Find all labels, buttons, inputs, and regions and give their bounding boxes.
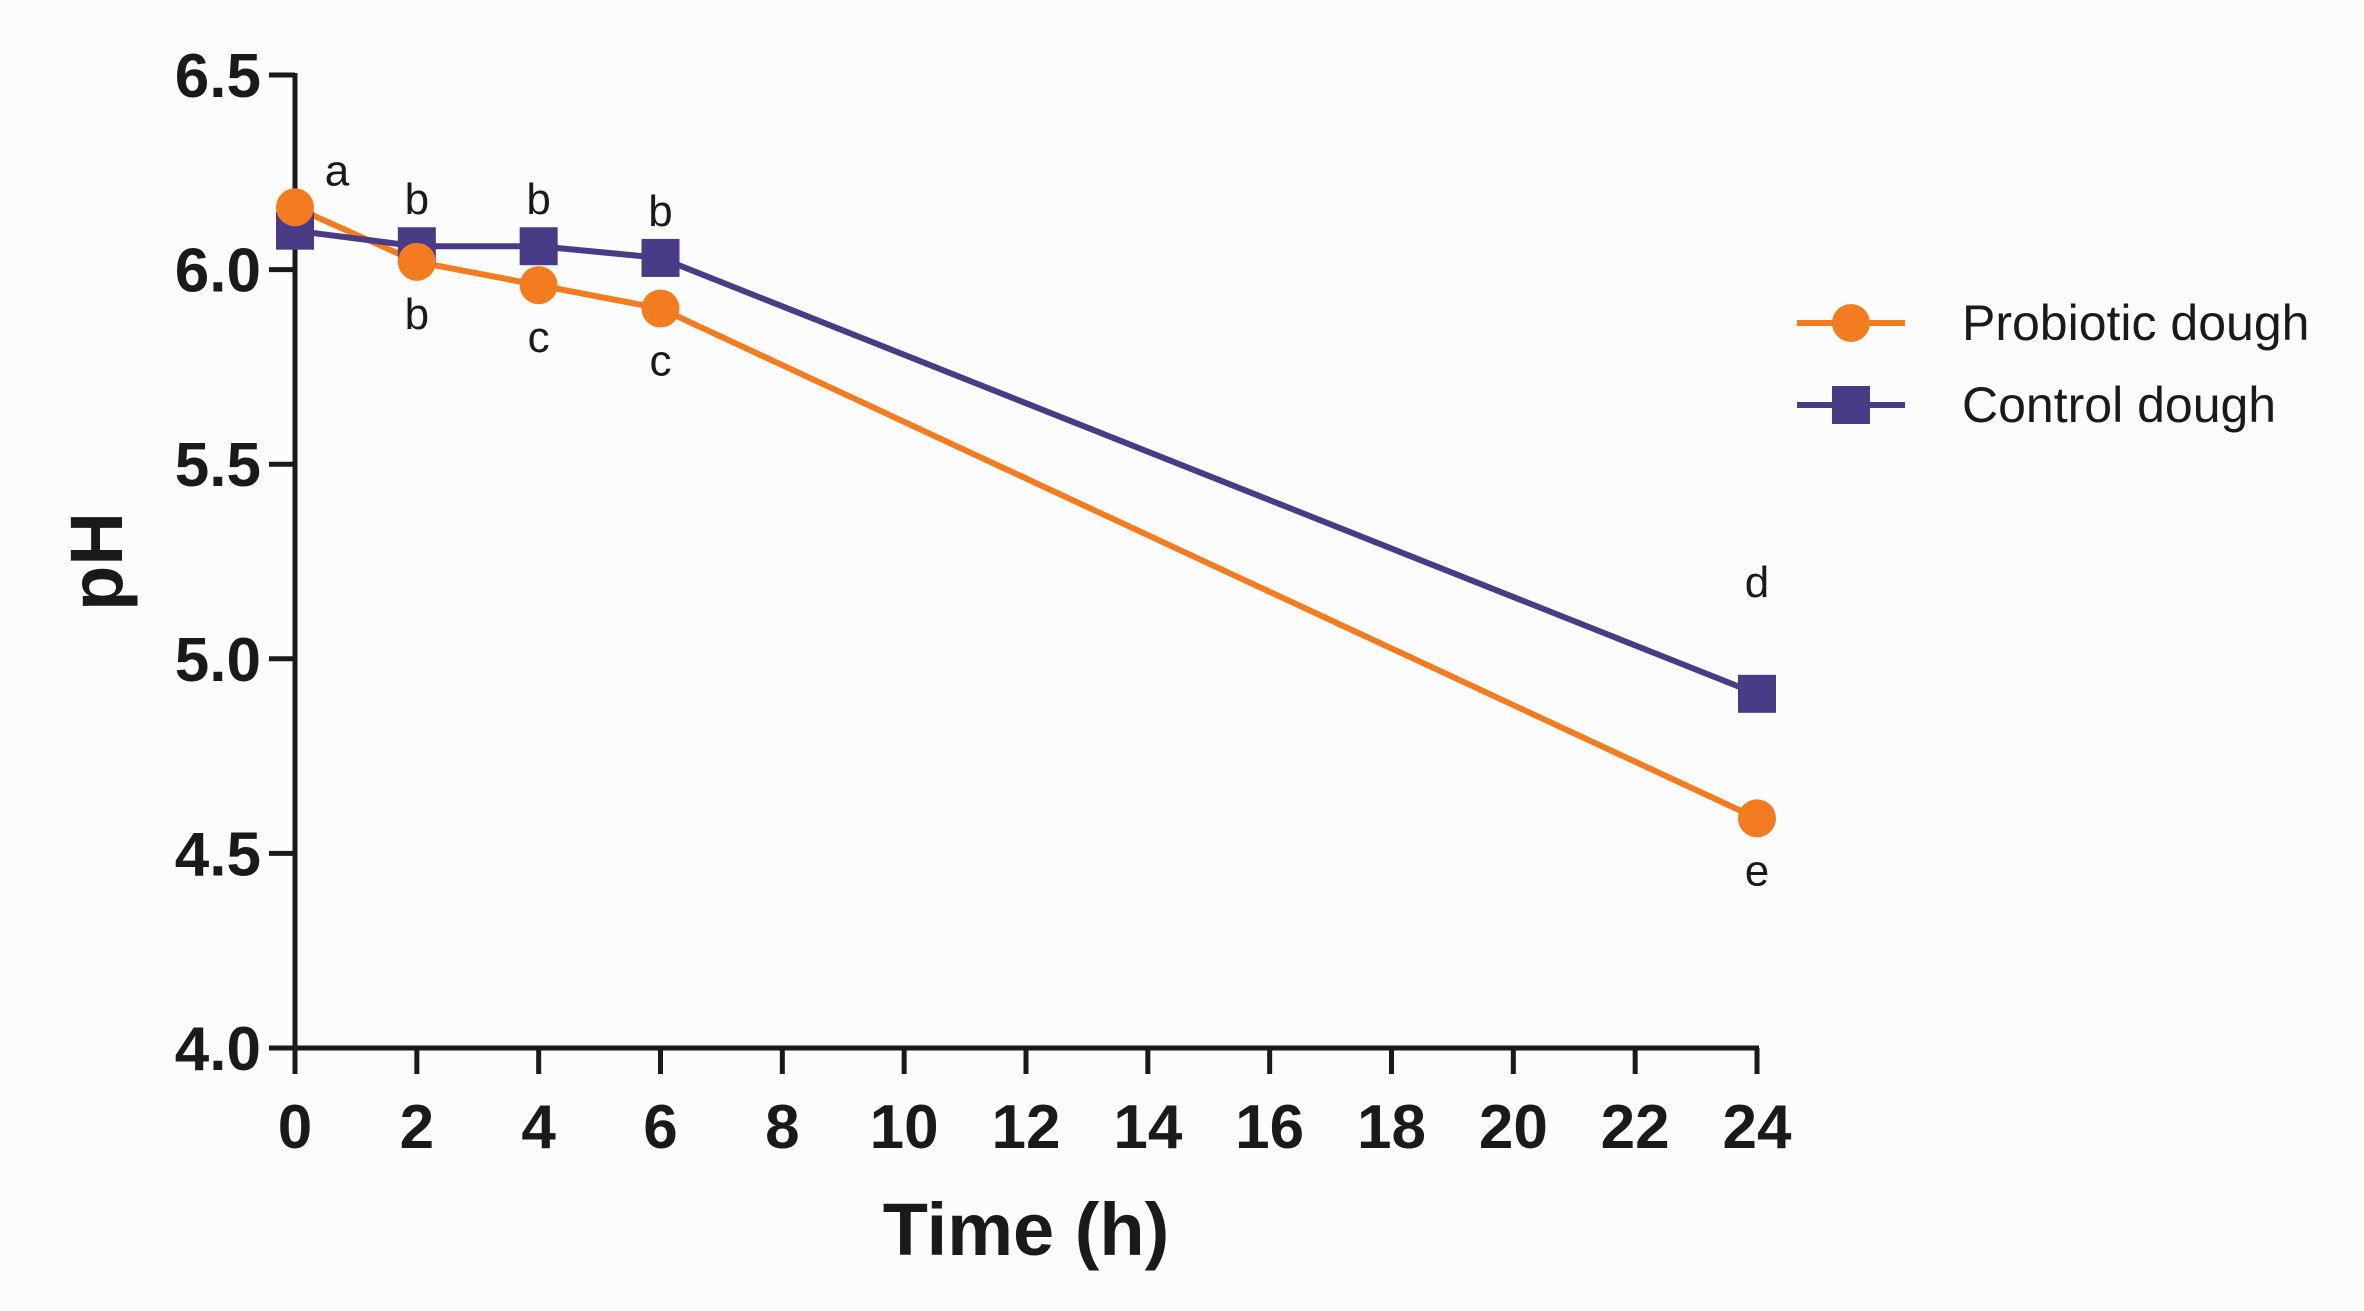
significance-letter: e [1745, 846, 1769, 895]
data-point-probiotic [519, 266, 558, 305]
significance-letter: c [650, 337, 672, 386]
legend-label-control: Control dough [1962, 377, 2276, 433]
x-tick-label: 16 [1235, 1093, 1304, 1162]
x-tick-label: 0 [278, 1093, 312, 1162]
x-tick-label: 18 [1357, 1093, 1426, 1162]
x-tick-label: 10 [870, 1093, 939, 1162]
x-tick-label: 4 [521, 1093, 556, 1162]
legend-marker-control [1832, 386, 1870, 424]
series-markers [276, 188, 1776, 838]
y-tick-label: 5.0 [175, 626, 261, 695]
x-tick-label: 12 [992, 1093, 1061, 1162]
y-tick-label: 5.5 [175, 431, 261, 500]
significance-letter: c [528, 313, 550, 362]
data-point-probiotic [276, 188, 314, 227]
significance-letter: b [405, 175, 429, 224]
x-tick-label: 22 [1601, 1093, 1670, 1162]
x-axis-title: Time (h) [883, 1188, 1169, 1271]
data-point-probiotic [641, 289, 680, 328]
significance-letter: b [648, 187, 672, 236]
series-lines [293, 204, 1759, 822]
y-tick-label: 6.5 [175, 42, 261, 111]
x-tick-label: 8 [765, 1093, 799, 1162]
significance-letter: d [1745, 558, 1769, 607]
data-point-control [641, 238, 680, 277]
legend-label-probiotic: Probiotic dough [1962, 295, 2309, 351]
y-axis-title: pH [55, 512, 138, 611]
y-tick-label: 6.0 [175, 237, 261, 306]
data-point-control [1738, 674, 1776, 713]
significance-labels: b c c e a b b b d [325, 146, 1769, 895]
x-tick-label: 24 [1723, 1093, 1792, 1162]
data-point-probiotic [1738, 799, 1776, 838]
legend: Probiotic dough Control dough [1797, 295, 2309, 433]
significance-letter: b [405, 290, 429, 339]
y-tick-label: 4.0 [175, 1015, 261, 1084]
x-tick-label: 20 [1479, 1093, 1548, 1162]
legend-marker-probiotic [1832, 304, 1870, 342]
data-point-control [519, 227, 558, 266]
series-line-control [294, 227, 1759, 697]
significance-letter: a [325, 146, 350, 195]
x-tick-label: 14 [1113, 1093, 1182, 1162]
y-tick-label: 4.5 [175, 820, 261, 889]
axes: 4.04.55.05.56.06.50 2 4 6 8 10 12 14 16 18 20 22 24T… [55, 42, 1792, 1271]
significance-letter: b [526, 175, 550, 224]
x-tick-label: 2 [400, 1093, 434, 1162]
series-line-probiotic [293, 204, 1759, 822]
data-point-probiotic [397, 242, 436, 281]
x-tick-label: 6 [643, 1093, 677, 1162]
